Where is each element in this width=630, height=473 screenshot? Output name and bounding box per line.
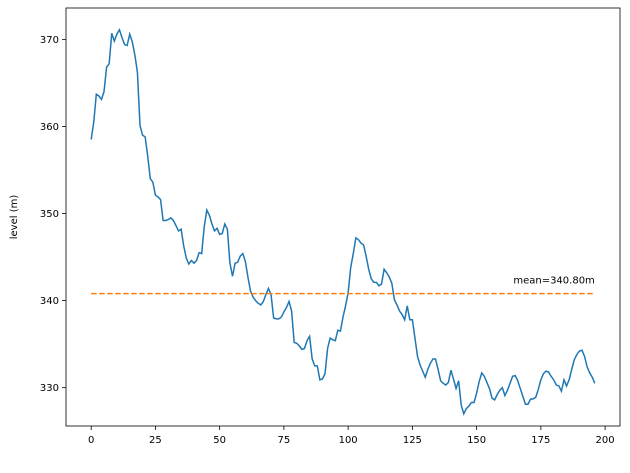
x-tick-label: 25 <box>149 435 162 446</box>
x-tick-label: 175 <box>531 435 550 446</box>
x-tick-label: 200 <box>596 435 615 446</box>
x-tick-label: 125 <box>403 435 422 446</box>
y-tick-label: 340 <box>40 296 59 307</box>
plot-frame <box>65 7 621 427</box>
y-tick-label: 350 <box>40 209 59 220</box>
x-tick-label: 0 <box>88 435 94 446</box>
data-line <box>90 27 596 416</box>
y-tick-label: 360 <box>40 122 59 133</box>
mean-annotation: mean=340.80m <box>513 276 594 287</box>
x-tick-label: 100 <box>339 435 358 446</box>
x-tick-label: 50 <box>213 435 226 446</box>
y-axis-label: level (m) <box>9 195 20 240</box>
x-tick-label: 150 <box>467 435 486 446</box>
y-tick-label: 370 <box>40 35 59 46</box>
y-tick-label: 330 <box>40 383 59 394</box>
x-tick-label: 75 <box>278 435 291 446</box>
